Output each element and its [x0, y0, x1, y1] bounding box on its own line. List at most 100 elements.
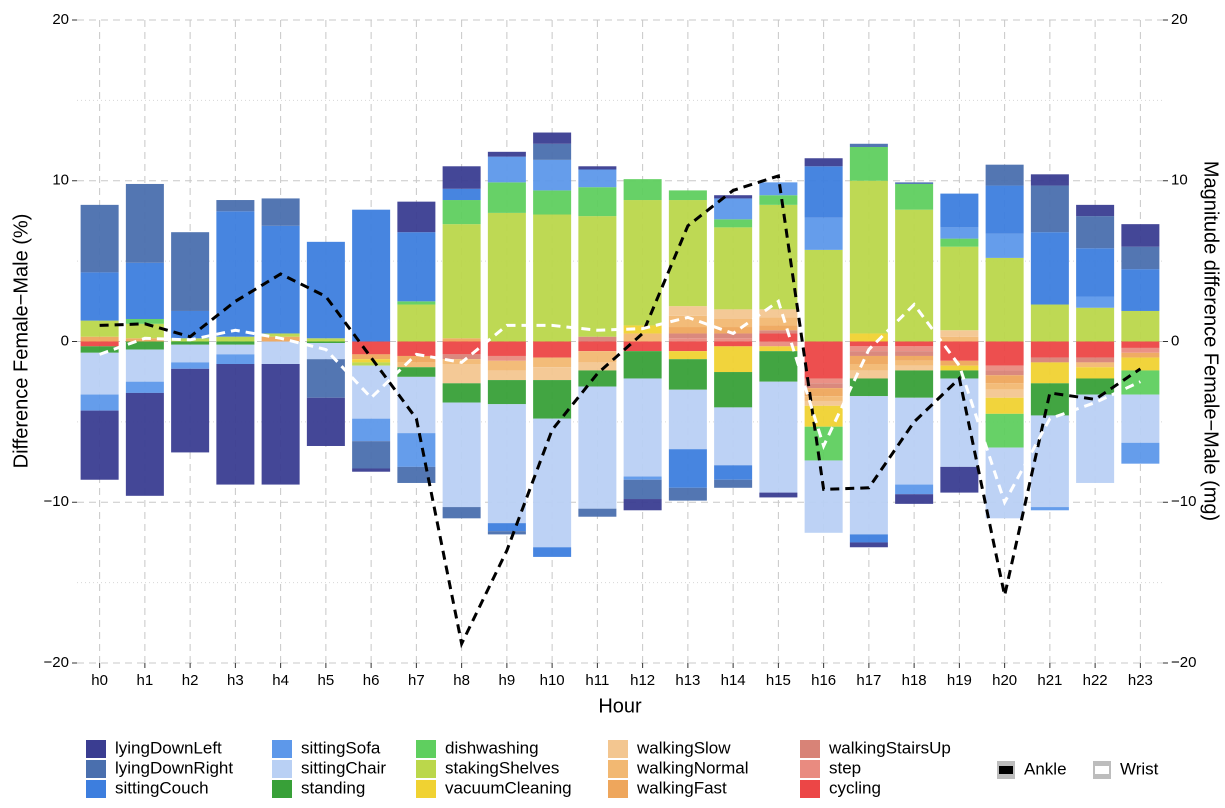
x-tick-label: h17: [856, 672, 881, 689]
legend-swatch: [416, 780, 436, 798]
x-axis-title: Hour: [598, 695, 642, 717]
bar-segment: [397, 201, 436, 233]
bar-segment: [1121, 341, 1160, 348]
bar-segment: [442, 354, 481, 360]
bar-segment: [261, 341, 300, 365]
bar-segment: [80, 394, 119, 411]
bar-segment: [80, 346, 119, 353]
bar-segment: [216, 354, 255, 365]
bar-segment: [804, 249, 843, 342]
bar-segment: [1076, 296, 1115, 308]
bar-segment: [623, 200, 662, 326]
bar-segment: [940, 466, 979, 493]
bar-segment: [578, 341, 617, 352]
bar-segment: [1076, 248, 1115, 297]
bar-segment: [714, 346, 753, 373]
y2-tick-label: 10: [1171, 172, 1188, 189]
bar-segment: [714, 479, 753, 488]
bar-segment: [940, 378, 979, 467]
bar-segment: [804, 383, 843, 389]
bar-segment: [940, 341, 979, 361]
bar-segment: [1076, 307, 1115, 342]
bar-segment: [714, 341, 753, 347]
bar-segment: [1121, 442, 1160, 464]
bar-segment: [623, 333, 662, 342]
bar-segment: [352, 341, 391, 355]
legend-swatch: [86, 760, 106, 778]
bar-segment: [578, 216, 617, 337]
line: [99, 173, 1142, 649]
bar-segment: [849, 542, 888, 548]
bar-segment: [849, 341, 888, 347]
legend-swatch: [800, 740, 820, 758]
bar-segment: [80, 336, 119, 342]
bar-segment: [895, 341, 934, 347]
x-tick-label: h13: [675, 672, 700, 689]
bar-segment: [759, 381, 798, 493]
bar-segment: [1121, 246, 1160, 270]
bar-segment: [80, 410, 119, 480]
bar-segment: [895, 209, 934, 342]
bar-segment: [80, 204, 119, 273]
bar-segment: [487, 531, 526, 535]
bar-segment: [397, 301, 436, 305]
bar-segment: [895, 484, 934, 495]
bar-segment: [940, 246, 979, 331]
bar-segment: [80, 272, 119, 321]
bar-segment: [125, 392, 164, 496]
bar-segment: [171, 344, 210, 363]
bar-segment: [533, 357, 572, 368]
bar-segment: [623, 341, 662, 352]
bar-segment: [714, 327, 753, 334]
bar-segment: [442, 224, 481, 339]
bar-segment: [352, 418, 391, 442]
bar-segment: [487, 370, 526, 381]
bar-segment: [849, 364, 888, 371]
bar-segment: [1121, 394, 1160, 443]
bar-segment: [397, 341, 436, 356]
bar-segment: [533, 190, 572, 215]
bar-segment: [714, 219, 753, 228]
bar-segment: [487, 182, 526, 213]
bar-segment: [849, 333, 888, 342]
bar-segment: [804, 341, 843, 379]
bar-segment: [487, 523, 526, 532]
bar-segment: [216, 211, 255, 337]
x-tick-label: h15: [766, 672, 791, 689]
legend-label: lyingDownLeft: [115, 738, 222, 757]
bar-segment: [804, 460, 843, 533]
bar-segment: [985, 413, 1024, 448]
bar-segment: [714, 407, 753, 466]
bar-segment: [261, 333, 300, 337]
legend-swatch: [86, 780, 106, 798]
y2-tick-label: −10: [1171, 493, 1196, 510]
bar-segment: [668, 315, 707, 328]
bar-segment: [849, 370, 888, 379]
bar-segment: [714, 227, 753, 310]
bar-segment: [940, 227, 979, 239]
x-tick-label: h6: [363, 672, 380, 689]
bar-segment: [759, 195, 798, 205]
bar-segment: [216, 341, 255, 345]
x-tick-label: h16: [811, 672, 836, 689]
bar-segment: [442, 188, 481, 201]
bar-segment: [668, 306, 707, 316]
bar-segment: [1030, 232, 1069, 305]
bar-segment: [985, 233, 1024, 258]
bar-segment: [1121, 310, 1160, 342]
bar-segment: [668, 333, 707, 339]
bar-segment: [1076, 341, 1115, 358]
bar-segment: [985, 185, 1024, 234]
bar-segment: [125, 323, 164, 339]
bar-segment: [895, 360, 934, 366]
bar-segment: [668, 351, 707, 360]
bar-segment: [940, 330, 979, 337]
bar-segment: [985, 341, 1024, 366]
bar-segment: [895, 346, 934, 352]
legend-swatch: [272, 780, 292, 798]
bar-segment: [397, 304, 436, 342]
x-tick-label: h11: [585, 672, 609, 689]
bar-segment: [306, 359, 345, 398]
bar-segment: [306, 338, 345, 342]
